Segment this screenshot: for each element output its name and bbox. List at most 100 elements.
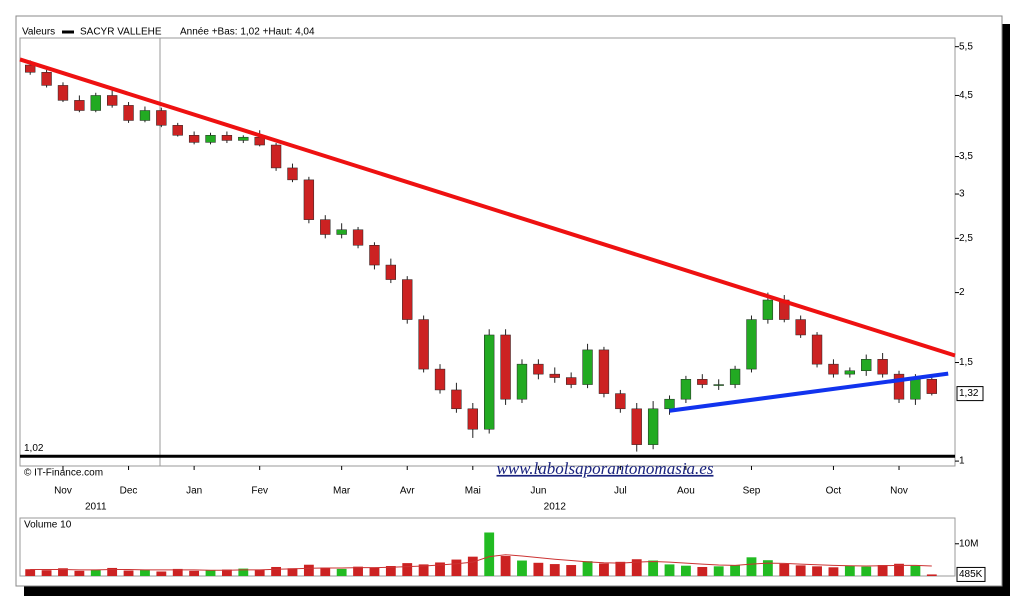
x-tick-label: Mar — [333, 486, 351, 497]
y-tick-label: 5,5 — [959, 41, 973, 52]
candle-body — [336, 229, 347, 235]
candle-body — [746, 319, 757, 370]
volume-bar — [926, 574, 937, 576]
x-tick-label: Mai — [465, 486, 481, 497]
volume-bar — [140, 569, 150, 576]
x-tick-label: Aou — [677, 486, 695, 497]
y-tick-label: 3,5 — [959, 151, 973, 162]
volume-title: Volume 10 — [24, 520, 72, 531]
volume-bar — [58, 568, 68, 576]
candle-body — [861, 359, 872, 372]
candle-body — [795, 319, 806, 336]
volume-bar — [795, 565, 806, 576]
volume-bar — [90, 569, 101, 576]
candle-body — [533, 363, 544, 375]
candle-body — [25, 64, 36, 73]
volume-bar — [123, 570, 134, 576]
candle-body — [402, 279, 413, 320]
volume-bar — [74, 570, 85, 576]
candle-body — [287, 167, 298, 181]
volume-bar — [353, 566, 363, 576]
candle-body — [647, 408, 659, 445]
x-tick-label: Fev — [251, 486, 268, 497]
volume-bar — [320, 567, 331, 576]
candle-body — [156, 110, 167, 126]
candle-body — [844, 370, 856, 375]
volume-bar — [189, 570, 200, 576]
volume-bar — [287, 568, 298, 576]
candle-body — [549, 373, 560, 378]
candle-body — [57, 85, 69, 101]
volume-bar — [861, 566, 872, 576]
volume-bar — [500, 556, 511, 576]
candle-body — [467, 408, 478, 430]
candle-body — [221, 135, 233, 141]
volume-bar — [812, 566, 822, 576]
candle-body — [238, 136, 249, 141]
candle-body — [451, 389, 462, 410]
volume-bar — [779, 563, 790, 576]
volume-bar — [517, 560, 527, 576]
volume-bar — [844, 566, 855, 576]
candle-body — [352, 229, 364, 246]
volume-bar — [533, 562, 544, 576]
volume-bar — [172, 568, 183, 576]
y-tick-label: 2,5 — [959, 233, 973, 244]
volume-bar — [746, 557, 757, 576]
x-tick-label: Jan — [186, 486, 202, 497]
candle-body — [811, 334, 823, 365]
x-tick-label: Avr — [400, 486, 415, 497]
volume-bar — [385, 566, 396, 576]
x-tick-label: Nov — [890, 486, 908, 497]
volume-bar — [697, 566, 708, 576]
volume-bar — [467, 556, 478, 576]
candle-body — [500, 334, 511, 400]
candle-body — [713, 384, 724, 386]
last-value-label: 1,32 — [959, 388, 979, 399]
volume-bar — [484, 532, 495, 576]
volume-bar — [549, 564, 560, 576]
volume-bar — [615, 561, 626, 576]
candle-body — [418, 319, 429, 370]
volume-bar — [205, 570, 216, 576]
last-value-box — [956, 386, 984, 402]
support-label: 1,02 — [24, 443, 44, 454]
volume-bar — [599, 563, 609, 576]
y-tick-label: 2 — [959, 287, 965, 298]
volume-bar — [566, 565, 577, 576]
year-label: 2012 — [544, 502, 567, 513]
candle-body — [303, 179, 315, 220]
candle-body — [565, 377, 577, 385]
volume-bar — [648, 560, 659, 576]
x-tick-label: Sep — [743, 486, 761, 497]
volume-bar — [762, 560, 773, 576]
candle-body — [123, 105, 134, 121]
volume-bar — [828, 567, 839, 576]
candle-body — [582, 349, 593, 385]
volume-bar — [238, 568, 249, 576]
subtitle: Année +Bas: 1,02 +Haut: 4,04 — [180, 27, 315, 38]
volume-bar — [451, 559, 462, 576]
candle-body — [664, 398, 675, 410]
volume-bar — [894, 563, 904, 576]
candle-body — [320, 219, 331, 235]
year-label: 2011 — [85, 502, 107, 513]
volume-bar — [664, 564, 675, 576]
volume-bar — [107, 567, 118, 576]
last-value-label: 485K — [959, 569, 983, 580]
x-tick-label: Jul — [614, 486, 627, 497]
candle-body — [926, 379, 937, 394]
candle-body — [828, 363, 839, 375]
legend-title: Valeurs — [22, 27, 55, 38]
candle-body — [598, 349, 610, 394]
candle-body — [270, 144, 282, 169]
x-tick-label: Dec — [120, 486, 138, 497]
candle-body — [631, 408, 642, 445]
last-value-box — [956, 566, 986, 582]
candle-body — [680, 379, 692, 400]
volume-bar — [631, 559, 642, 576]
candle-body — [172, 125, 183, 136]
x-tick-label: Nov — [54, 486, 72, 497]
volume-bar — [877, 565, 888, 576]
volume-bar — [221, 569, 232, 576]
